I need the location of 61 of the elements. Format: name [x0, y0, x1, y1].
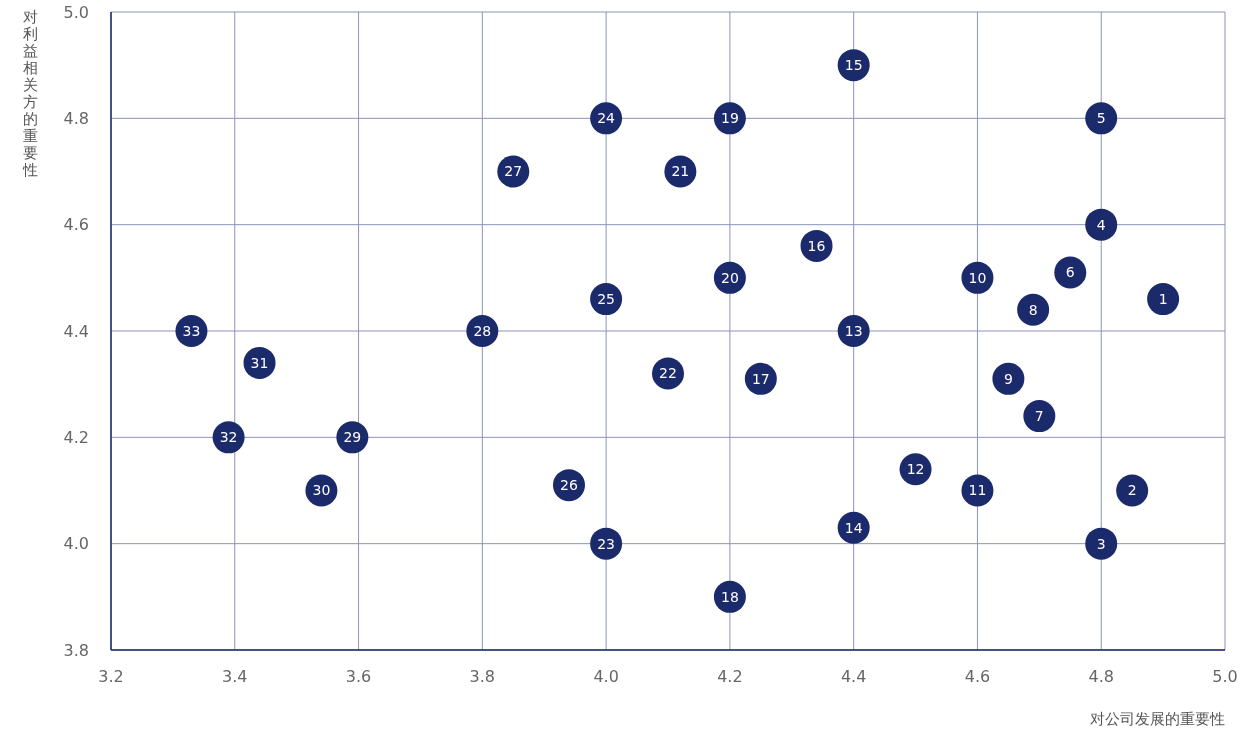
x-tick-label: 5.0: [1212, 667, 1238, 686]
y-tick-label: 4.8: [63, 108, 89, 128]
x-axis-title: 对公司发展的重要性: [1090, 710, 1225, 728]
annotation: 4: [1096, 216, 1106, 233]
annotation: 20: [720, 269, 739, 286]
annotation: 25: [597, 291, 616, 307]
point: [1085, 102, 1118, 135]
x-tick-label: 4.2: [717, 667, 743, 686]
annotation: 8: [1028, 301, 1038, 318]
annotation: 24: [597, 110, 616, 127]
annotation: 29: [343, 429, 362, 446]
annotation: 6: [1065, 264, 1075, 281]
annotation: 9: [1003, 370, 1013, 387]
y-tick-label: 3.8: [63, 640, 89, 660]
annotation: 7: [1034, 407, 1044, 424]
annotation: 30: [312, 482, 331, 499]
annotation: 15: [844, 57, 863, 74]
x-tick-label: 4.8: [1088, 667, 1114, 686]
annotation: 33: [182, 322, 201, 339]
annotation: 11: [968, 482, 987, 499]
annotation: 21: [671, 163, 690, 180]
annotation: 19: [720, 110, 739, 127]
point: [1085, 208, 1118, 241]
annotation: 31: [250, 354, 269, 371]
annotation: 27: [504, 163, 523, 180]
x-tick-label: 3.6: [345, 667, 372, 686]
x-tick-label: 3.8: [469, 667, 496, 686]
y-tick-label: 5.0: [63, 2, 89, 22]
annotation: 16: [807, 237, 826, 254]
y-tick-label: 4.0: [63, 534, 89, 554]
annotation: 28: [473, 322, 492, 339]
x-tick-label: 4.4: [840, 667, 867, 686]
annotation: 2: [1127, 482, 1137, 499]
annotation: 32: [219, 429, 238, 446]
point: [1147, 283, 1180, 316]
annotation: 13: [844, 322, 863, 339]
point: [1085, 527, 1118, 560]
annotation: 18: [720, 588, 739, 605]
y-tick-label: 4.2: [63, 427, 89, 447]
point: [1054, 256, 1087, 289]
annotation: 23: [597, 535, 616, 552]
x-tick-label: 4.6: [964, 667, 991, 686]
point: [1023, 400, 1056, 433]
point: [1116, 474, 1149, 507]
annotation: 17: [751, 370, 770, 387]
annotation: 26: [560, 477, 578, 494]
annotation: 5: [1096, 110, 1106, 127]
annotation: 12: [906, 461, 925, 478]
point: [1017, 293, 1050, 326]
text: 对利益相关方的重要性: [22, 8, 38, 179]
annotation: 1: [1158, 291, 1168, 307]
y-tick-label: 4.4: [63, 321, 89, 341]
x-tick-label: 3.2: [98, 667, 124, 686]
annotation: 10: [968, 269, 987, 286]
point: [992, 362, 1025, 395]
annotation: 22: [659, 365, 677, 382]
x-tick-label: 4.0: [593, 667, 619, 686]
y-tick-label: 4.6: [63, 215, 89, 235]
annotation: 3: [1096, 535, 1106, 552]
annotation: 14: [844, 519, 863, 536]
x-tick-label: 3.4: [222, 667, 248, 686]
